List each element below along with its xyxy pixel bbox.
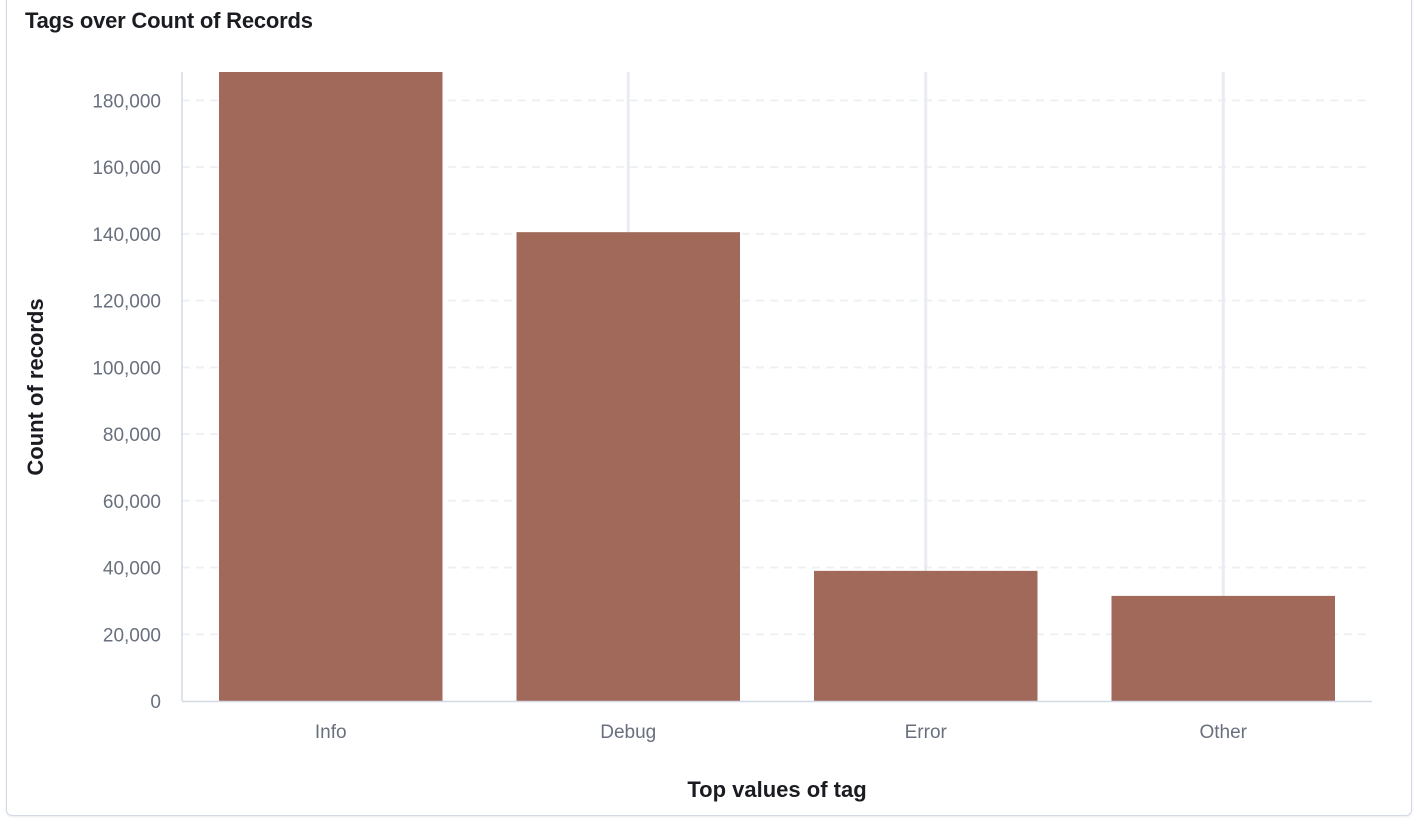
x-tick-label: Error: [905, 722, 948, 743]
x-tick-label: Other: [1199, 722, 1247, 743]
bar-other[interactable]: [1111, 595, 1336, 701]
y-tick-label: 80,000: [103, 425, 161, 446]
y-axis-title: Count of records: [23, 298, 48, 475]
bar-error[interactable]: [814, 570, 1038, 701]
y-tick-label: 0: [150, 692, 161, 713]
bar-info[interactable]: [219, 72, 443, 701]
x-tick-label: Debug: [600, 722, 656, 743]
y-tick-label: 120,000: [92, 292, 161, 313]
bar-debug[interactable]: [516, 232, 741, 702]
y-tick-label: 180,000: [92, 91, 161, 112]
y-tick-label: 140,000: [92, 225, 161, 246]
y-tick-label: 40,000: [103, 559, 161, 580]
panel-title: Tags over Count of Records: [25, 8, 313, 33]
y-tick-label: 20,000: [103, 625, 161, 646]
bars: [219, 72, 1336, 702]
y-tick-label: 160,000: [92, 158, 161, 179]
axes: 0 20,000 40,000 60,000 80,000 100,000 120,000 1…: [92, 72, 1372, 743]
y-tick-label: 100,000: [92, 358, 161, 379]
x-tick-label: Info: [315, 722, 347, 743]
y-tick-label: 60,000: [103, 492, 161, 513]
x-axis-title: Top values of tag: [687, 777, 866, 802]
